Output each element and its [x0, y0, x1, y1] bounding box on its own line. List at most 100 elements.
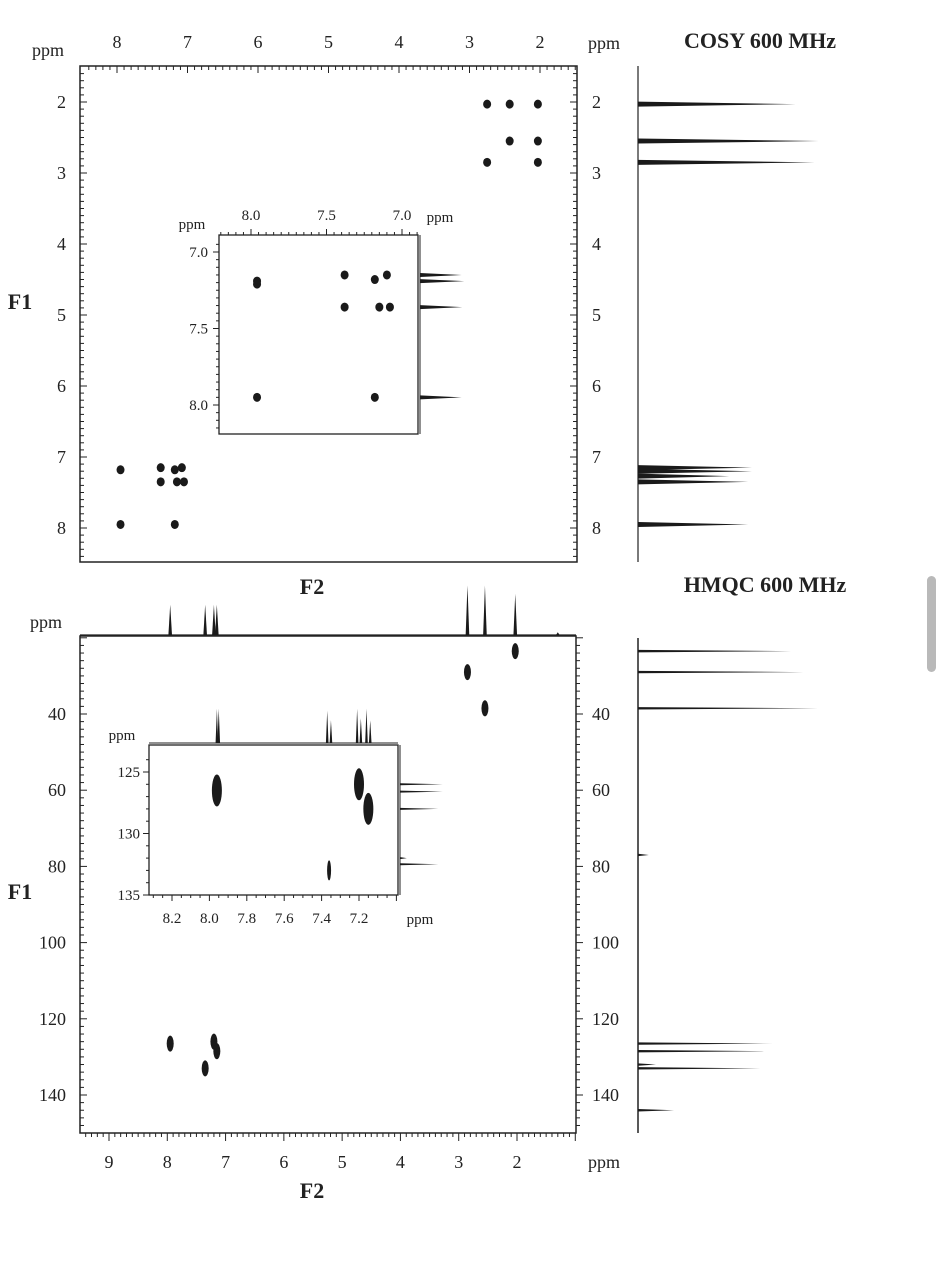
hmqc-bottom-unit-label: ppm — [588, 1152, 620, 1172]
cosy-inset-y-tick-label: 8.0 — [189, 398, 208, 414]
hmqc-right-projection-peak — [638, 853, 649, 857]
cosy-y-tick-label-right: 5 — [592, 305, 601, 325]
hmqc-y-tick-label-right: 100 — [592, 933, 619, 953]
hmqc-inset-cross-peak — [327, 860, 332, 881]
cosy-cross-peak — [483, 99, 492, 109]
hmqc-f2-axis-label: F2 — [300, 1178, 324, 1203]
hmqc-y-tick-label-right: 40 — [592, 704, 610, 724]
hmqc-inset-side-projection-peak — [400, 863, 439, 866]
hmqc-top-projection-peak — [465, 585, 470, 635]
cosy-inset-cross-peak — [370, 275, 379, 285]
hmqc-x-tick-label: 6 — [279, 1152, 288, 1172]
hmqc-inset-top-projection-peak — [359, 718, 363, 743]
cosy-f2-axis-label: F2 — [300, 574, 324, 599]
hmqc-inset-cross-peak — [354, 768, 364, 801]
cosy-y-tick-label: 5 — [57, 305, 66, 325]
hmqc-inset-x-tick-label: 8.0 — [200, 911, 219, 927]
cosy-y-tick-label-right: 4 — [592, 234, 601, 254]
cosy-inset-unit-label-left: ppm — [179, 217, 206, 233]
hmqc-f1-axis-label: F1 — [8, 879, 32, 904]
cosy-y-tick-label-right: 8 — [592, 518, 601, 538]
cosy-y-tick-label: 4 — [57, 234, 66, 254]
cosy-cross-peak — [533, 136, 542, 146]
hmqc-right-projection-peak — [638, 670, 804, 674]
cosy-x-tick-label: 2 — [536, 32, 545, 52]
hmqc-top-projection-peak — [483, 585, 487, 635]
cosy-inset-projection-peak — [420, 395, 462, 400]
hmqc-top-projection-peak — [556, 632, 560, 635]
cosy-x-tick-label: 8 — [113, 32, 122, 52]
hmqc-top-projection-peak — [513, 593, 518, 635]
cosy-inset-frame — [218, 234, 419, 435]
hmqc-y-tick-label: 40 — [48, 704, 66, 724]
hmqc-right-projection-peak — [638, 1067, 761, 1070]
hmqc-y-tick-label-right: 140 — [592, 1085, 619, 1105]
hmqc-inset-x-tick-label: 7.8 — [237, 911, 256, 927]
cosy-main-plot: 8 7 6 5 4 3 2 2 2 3 3 4 4 5 5 6 6 7 7 8 8 — [57, 32, 601, 563]
hmqc-top-projection-peak — [215, 604, 219, 635]
cosy-projection-peak — [638, 138, 819, 144]
cosy-x-tick-label: 4 — [395, 32, 404, 52]
hmqc-y-tick-label: 80 — [48, 856, 66, 876]
hmqc-cross-peak — [213, 1043, 221, 1060]
cosy-title: COSY 600 MHz — [684, 28, 836, 53]
cosy-cross-peak — [483, 157, 492, 167]
cosy-inset-projection-peak — [420, 305, 463, 310]
hmqc-f1-projection — [637, 638, 818, 1133]
hmqc-inset-cross-peak — [363, 792, 374, 825]
cosy-inset-projection-peak — [420, 272, 462, 277]
cosy-y-tick-label: 6 — [57, 376, 66, 396]
cosy-projection-peak — [638, 159, 815, 165]
hmqc-inset-top-projection-peak — [355, 708, 359, 743]
hmqc-inset-top-projection-peak — [368, 720, 372, 743]
cosy-inset-y-tick-label: 7.5 — [189, 322, 208, 338]
cosy-inset-projection-peak — [420, 279, 465, 284]
cosy-projection-peak — [638, 521, 749, 527]
cosy-cross-peak — [116, 519, 125, 529]
hmqc-inset-y-tick-label: 135 — [118, 888, 141, 904]
cosy-cross-peak — [170, 519, 179, 529]
hmqc-cross-peak — [481, 700, 489, 717]
cosy-f1-projection — [637, 66, 819, 562]
hmqc-x-tick-label: 9 — [105, 1152, 114, 1172]
cosy-cross-peak — [156, 463, 165, 473]
cosy-y-tick-label: 7 — [57, 447, 66, 467]
hmqc-cross-peak — [511, 643, 519, 660]
hmqc-x-tick-label: 7 — [221, 1152, 230, 1172]
hmqc-title: HMQC 600 MHz — [684, 572, 847, 597]
cosy-projection-peak — [638, 465, 752, 471]
cosy-f1-axis-label: F1 — [8, 289, 32, 314]
cosy-cross-peak — [170, 465, 179, 475]
cosy-projection-peak — [638, 101, 796, 107]
cosy-cross-peak — [533, 157, 542, 167]
cosy-cross-peak — [156, 477, 165, 487]
cosy-cross-peak — [116, 465, 125, 475]
cosy-cross-peak — [179, 477, 188, 487]
cosy-cross-peak — [177, 463, 186, 473]
cosy-y-tick-label: 3 — [57, 163, 66, 183]
cosy-projection-peak — [638, 479, 749, 485]
cosy-x-tick-label: 5 — [324, 32, 333, 52]
hmqc-inset-cross-peak — [211, 774, 222, 807]
cosy-cross-peak — [172, 477, 181, 487]
hmqc-inset-x-tick-label: 7.2 — [350, 911, 369, 927]
cosy-projection-peak — [638, 473, 730, 479]
hmqc-cross-peak — [463, 664, 471, 681]
hmqc-right-projection-peak — [638, 1042, 773, 1045]
hmqc-inset-x-tick-label: 7.6 — [275, 911, 294, 927]
cosy-inset-cross-peak — [340, 270, 349, 280]
hmqc-inset-unit-label-left: ppm — [109, 728, 136, 744]
hmqc-inset-side-projection-peak — [400, 783, 443, 786]
hmqc-frame — [79, 635, 577, 1134]
hmqc-y-tick-label: 100 — [39, 933, 66, 953]
hmqc-inset-y-tick-label: 125 — [118, 765, 141, 781]
cosy-y-tick-label-right: 2 — [592, 92, 601, 112]
hmqc-main-plot: 9 8 7 6 5 4 3 2 40 40 60 60 80 80 100 100 120 120 140 140 — [39, 635, 619, 1172]
cosy-inset-cross-peak — [253, 279, 262, 289]
hmqc-inset-top-projection-peak — [365, 708, 368, 743]
hmqc-inset-top-projection-peak — [215, 708, 219, 743]
hmqc-top-projection-peak — [203, 604, 207, 635]
cosy-inset-x-tick-label: 8.0 — [242, 208, 261, 224]
scrollbar-thumb[interactable] — [927, 576, 936, 672]
